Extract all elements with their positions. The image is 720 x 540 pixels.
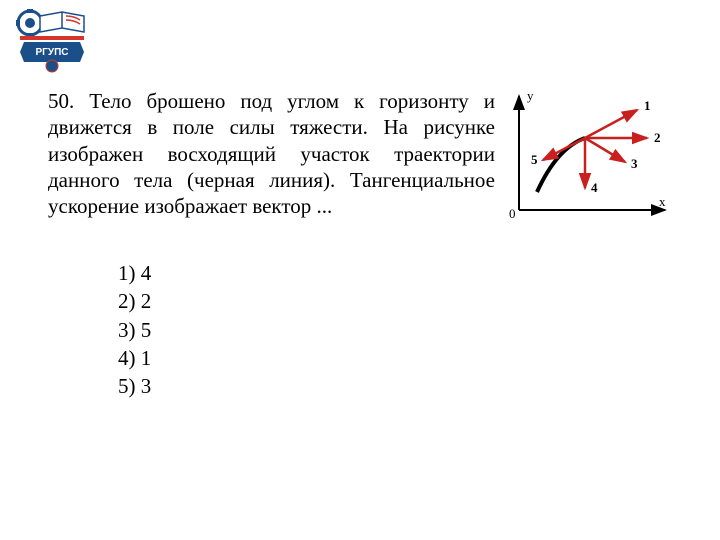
vector-1-label: 1 [644, 98, 651, 113]
vector-2-label: 2 [654, 130, 661, 145]
content: 50. Тело брошено под углом к горизонту и… [48, 88, 672, 401]
logo-svg: РГУПС [12, 8, 92, 73]
vector-4-label: 4 [591, 180, 598, 195]
x-axis-label: x [659, 194, 666, 209]
answer-option-5: 5) 3 [118, 372, 672, 400]
answer-options: 1) 4 2) 2 3) 5 4) 1 5) 3 [118, 259, 672, 401]
origin-label: 0 [509, 206, 516, 221]
vector-diagram: y x 0 1 2 3 4 5 [507, 88, 672, 223]
vector-3-label: 3 [631, 156, 638, 171]
vector-5-label: 5 [531, 152, 538, 167]
y-axis-label: y [527, 88, 534, 103]
university-logo: РГУПС [12, 8, 92, 73]
logo-text: РГУПС [36, 47, 69, 58]
problem-text: 50. Тело брошено под углом к горизонту и… [48, 88, 495, 223]
answer-option-1: 1) 4 [118, 259, 672, 287]
answer-option-3: 3) 5 [118, 316, 672, 344]
answer-option-4: 4) 1 [118, 344, 672, 372]
answer-option-2: 2) 2 [118, 287, 672, 315]
problem-row: 50. Тело брошено под углом к горизонту и… [48, 88, 672, 223]
